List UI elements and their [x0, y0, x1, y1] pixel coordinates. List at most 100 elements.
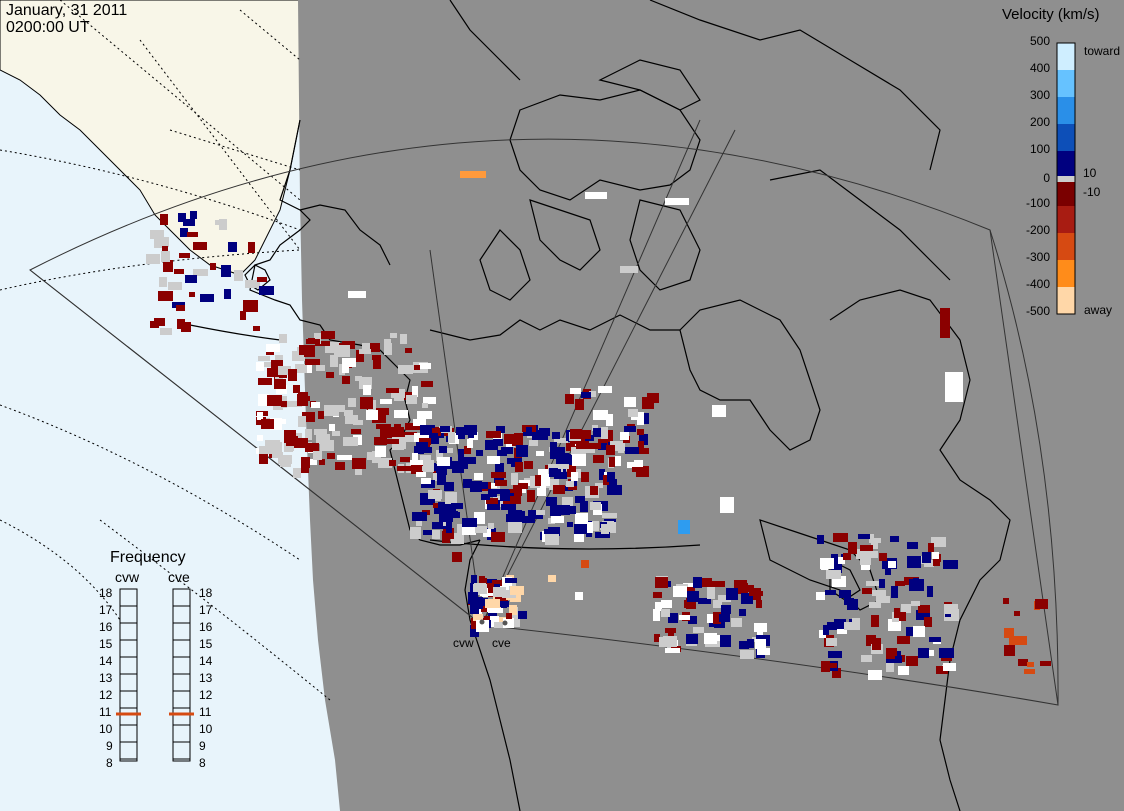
frequency-tick-label: 14: [199, 654, 213, 668]
velocity-cell: [548, 575, 556, 582]
frequency-tick-label: 10: [199, 722, 213, 736]
velocity-cell: [284, 446, 294, 451]
velocity-cell: [549, 468, 561, 477]
velocity-cell: [565, 394, 574, 404]
velocity-cell: [391, 389, 405, 398]
velocity-cell: [754, 623, 767, 632]
velocity-cell: [485, 440, 498, 450]
velocity-cell: [308, 459, 317, 465]
velocity-cell: [749, 591, 763, 596]
velocity-cell: [421, 381, 433, 387]
velocity-cell: [506, 613, 512, 619]
frequency-tick-label: 15: [99, 637, 113, 651]
velocity-cell: [311, 402, 320, 408]
velocity-cell: [606, 445, 615, 455]
velocity-cell: [380, 399, 392, 404]
velocity-cell: [298, 416, 306, 427]
velocity-cell: [718, 595, 731, 602]
velocity-cell: [557, 505, 570, 515]
velocity-cell: [593, 428, 607, 437]
velocity-cell: [500, 490, 510, 501]
velocity-cell: [414, 446, 424, 454]
velocity-cell: [572, 454, 586, 466]
velocity-cell: [540, 431, 548, 440]
velocity-cell: [587, 443, 601, 449]
velocity-cell: [570, 388, 581, 394]
velocity-cell: [305, 443, 319, 452]
velocity-cell: [481, 601, 487, 612]
velocity-cell: [240, 311, 246, 320]
velocity-cell: [491, 532, 505, 542]
velocity-cell: [620, 432, 629, 440]
velocity-cell: [306, 339, 320, 344]
velocity-cell: [901, 604, 911, 613]
velocity-cell: [627, 462, 637, 468]
velocity-cell: [595, 532, 610, 538]
velocity-cell: [844, 598, 854, 605]
velocity-cell: [745, 585, 754, 592]
velocity-tick: 300: [1029, 88, 1050, 102]
velocity-tick: 500: [1029, 34, 1050, 48]
velocity-tick: 100: [1029, 142, 1050, 156]
velocity-cell: [339, 405, 345, 412]
velocity-cell: [688, 616, 697, 624]
velocity-cell: [348, 291, 366, 298]
velocity-cell: [817, 535, 824, 544]
velocity-cell: [462, 518, 477, 527]
velocity-cell: [491, 472, 506, 478]
frequency-panel: [116, 588, 194, 762]
velocity-cell: [928, 543, 934, 552]
velocity-cell: [468, 592, 478, 604]
velocity-cell: [932, 552, 939, 559]
velocity-cell: [907, 556, 921, 568]
velocity-cell: [861, 655, 872, 662]
velocity-cell: [511, 473, 518, 485]
velocity-cell: [832, 576, 846, 587]
velocity-cell: [618, 448, 624, 453]
velocity-cell: [592, 521, 599, 531]
velocity-cell: [907, 542, 918, 549]
velocity-cell: [862, 588, 872, 594]
velocity-cell: [423, 530, 432, 535]
velocity-cell: [509, 489, 522, 496]
velocity-cell: [509, 581, 516, 590]
velocity-cell: [673, 586, 687, 597]
velocity-cell: [579, 430, 591, 439]
velocity-cell: [747, 639, 754, 648]
velocity-cell: [713, 635, 724, 641]
velocity-cell: [516, 445, 528, 457]
velocity-cell: [259, 362, 274, 367]
velocity-cell: [432, 433, 438, 442]
velocity-cell: [248, 242, 255, 253]
velocity-cell: [529, 440, 538, 446]
velocity-cell: [329, 424, 335, 431]
velocity-cell: [916, 610, 930, 620]
velocity-cell: [416, 442, 428, 449]
velocity-cell: [570, 506, 576, 514]
velocity-cell: [420, 493, 430, 505]
velocity-cell: [819, 630, 826, 638]
velocity-cell: [487, 500, 500, 510]
velocity-cell: [831, 562, 842, 573]
velocity-cell: [315, 341, 330, 346]
velocity-cell: [405, 423, 420, 430]
velocity-cell: [432, 530, 440, 539]
velocity-cell: [301, 468, 309, 473]
velocity-cell: [256, 362, 264, 371]
velocity-cell: [1018, 659, 1028, 666]
velocity-cell: [832, 668, 841, 678]
velocity-cell: [501, 603, 507, 608]
velocity-cell: [595, 483, 603, 488]
velocity-cell: [872, 590, 886, 596]
frequency-title: Frequency: [110, 549, 186, 566]
velocity-cell: [563, 457, 578, 466]
velocity-cell: [234, 270, 243, 281]
velocity-cell: [712, 405, 726, 417]
velocity-cell: [476, 620, 489, 632]
velocity-cell: [373, 358, 381, 369]
velocity-cell: [337, 345, 350, 357]
velocity-cell: [496, 426, 505, 433]
frequency-tick-label: 11: [99, 705, 112, 719]
velocity-cell: [713, 600, 722, 608]
velocity-cell: [590, 486, 598, 495]
